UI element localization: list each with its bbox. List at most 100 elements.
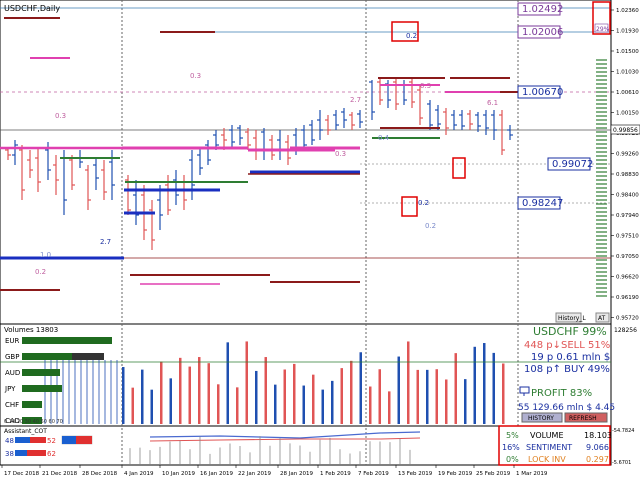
- level-label: 1.00670: [517, 85, 563, 99]
- date-tick: 7 Feb 2019: [355, 465, 389, 477]
- price-tick: 1.00610: [611, 90, 639, 96]
- candle: [369, 80, 375, 120]
- candle: [269, 135, 275, 160]
- annotation: 0.4: [378, 134, 390, 142]
- cot-bar: [30, 437, 46, 443]
- cot-stat-row: 0% LOCK INV 0.297: [506, 455, 609, 464]
- svg-text:CHF: CHF: [5, 401, 19, 409]
- date-tick: 28 Jan 2019: [277, 465, 313, 477]
- svg-text:0.97050: 0.97050: [616, 254, 639, 260]
- price-tick: 1.01030: [611, 70, 639, 76]
- price-tick: 0.96620: [611, 275, 639, 281]
- date-tick: 13 Feb 2019: [395, 465, 433, 477]
- monitor-icon: [519, 386, 530, 396]
- candle: [409, 78, 415, 108]
- history-button[interactable]: History_L: [555, 312, 586, 323]
- date-tick: 19 Feb 2019: [435, 465, 473, 477]
- signal-box: [391, 21, 419, 42]
- candle: [499, 110, 505, 155]
- candle: [245, 128, 251, 150]
- volume-bar: [226, 342, 229, 424]
- cot-title: Assistant_COT: [4, 428, 47, 435]
- candle: [451, 110, 457, 130]
- volume-bar: [321, 389, 324, 424]
- refresh-button[interactable]: REFRESH: [564, 412, 608, 423]
- price-tick: 0.98830: [611, 172, 639, 178]
- volume-bar: [169, 378, 172, 424]
- history-panel-button[interactable]: HISTORY: [521, 412, 563, 423]
- volumes-max: 128256: [614, 327, 637, 334]
- svg-text:1.01500: 1.01500: [616, 49, 639, 55]
- current-price-tag: 0.99856: [610, 124, 640, 135]
- svg-text:13 Feb 2019: 13 Feb 2019: [398, 471, 433, 477]
- level-label: 0.98247: [517, 196, 563, 210]
- candle: [507, 125, 513, 140]
- candle: [427, 100, 433, 130]
- svg-text:0.99856: 0.99856: [613, 127, 638, 134]
- svg-text:0.96190: 0.96190: [616, 295, 639, 301]
- annotation: 2.7: [350, 96, 361, 104]
- candle: [325, 115, 331, 135]
- svg-text:0.99260: 0.99260: [616, 152, 639, 158]
- date-tick: 25 Feb 2019: [473, 465, 511, 477]
- info-profit-line: 55 129.66 mln $ 4.45: [518, 403, 615, 413]
- window-title: USDCHF,Daily: [4, 4, 60, 13]
- currency-strength: EUR GBP AUD JPY CHF CAD: [4, 337, 112, 425]
- volume-bar: [283, 369, 286, 424]
- volumes-title: Volumes 13803: [4, 326, 58, 334]
- candle: [377, 78, 383, 105]
- level-label: 1.02006: [517, 25, 563, 39]
- svg-text:LOCK INV: LOCK INV: [528, 455, 566, 464]
- currency-row: CAD: [5, 417, 42, 425]
- volume-bar: [160, 361, 163, 424]
- cot-stat-row: 16% SENTIMENT 9.066: [502, 443, 609, 452]
- candle: [157, 185, 163, 230]
- svg-text:0.98400: 0.98400: [616, 193, 639, 199]
- candle: [309, 120, 315, 145]
- svg-text:AT: AT: [598, 315, 606, 322]
- svg-text:19 Feb 2019: 19 Feb 2019: [438, 471, 473, 477]
- svg-text:0.96620: 0.96620: [616, 275, 639, 281]
- svg-text:1.00150: 1.00150: [616, 111, 639, 117]
- candle: [35, 148, 41, 192]
- svg-text:0.97510: 0.97510: [616, 234, 639, 240]
- cot-row2-right: 62: [47, 450, 56, 458]
- svg-text:VOLUME: VOLUME: [530, 431, 564, 440]
- cot-stat-row: 5% VOLUME 18.103: [506, 431, 612, 440]
- date-tick: 1 Feb 2019: [317, 465, 351, 477]
- currency-row: EUR: [5, 337, 112, 345]
- cot-axis-bottom: -5.6701: [612, 460, 631, 466]
- signal-box: [452, 157, 466, 179]
- info-sell: 448 p↓SELL 51%: [524, 340, 610, 351]
- cot-bar: [15, 437, 30, 443]
- candle: [491, 110, 497, 140]
- info-profit: PROFIT 83%: [531, 388, 592, 399]
- volume-bar: [179, 357, 182, 424]
- svg-text:28 Jan 2019: 28 Jan 2019: [280, 471, 313, 477]
- svg-text:GBP: GBP: [5, 353, 19, 361]
- volume-bar: [473, 346, 476, 424]
- date-tick: 22 Jan 2019: [235, 465, 271, 477]
- cot-stats-table: [498, 425, 611, 466]
- volume-bar: [369, 386, 372, 424]
- svg-text:0%: 0%: [506, 455, 519, 464]
- candle: [393, 78, 399, 110]
- svg-text:AUD: AUD: [5, 369, 20, 377]
- price-tick: 0.99260: [611, 152, 639, 158]
- svg-text:0.95720: 0.95720: [616, 316, 639, 322]
- price-tick: 1.01930: [611, 29, 639, 35]
- candle: [229, 125, 235, 148]
- at-button[interactable]: AT: [595, 312, 610, 323]
- price-tick: 1.02360: [611, 8, 639, 14]
- price-axis: 1.02360 1.01930 1.01500 1.01030 1.00610 1.001…: [596, 8, 639, 322]
- annotation: 0.3: [420, 82, 431, 90]
- volume-bar: [255, 370, 258, 424]
- candle: [85, 165, 91, 210]
- candle: [205, 140, 211, 165]
- price-tick: 0.97940: [611, 213, 639, 219]
- svg-text:16%: 16%: [502, 443, 520, 452]
- candle: [27, 150, 33, 178]
- svg-text:1.00610: 1.00610: [616, 90, 639, 96]
- date-tick: 10 Jan 2019: [159, 465, 195, 477]
